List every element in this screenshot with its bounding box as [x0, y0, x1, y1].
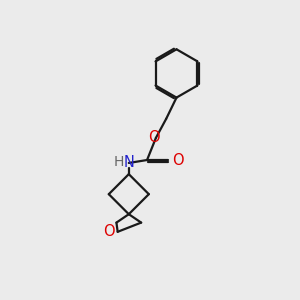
Text: H: H — [114, 155, 124, 169]
Text: O: O — [103, 224, 115, 239]
Text: N: N — [123, 154, 134, 169]
Text: O: O — [172, 152, 184, 167]
Text: O: O — [148, 130, 160, 145]
